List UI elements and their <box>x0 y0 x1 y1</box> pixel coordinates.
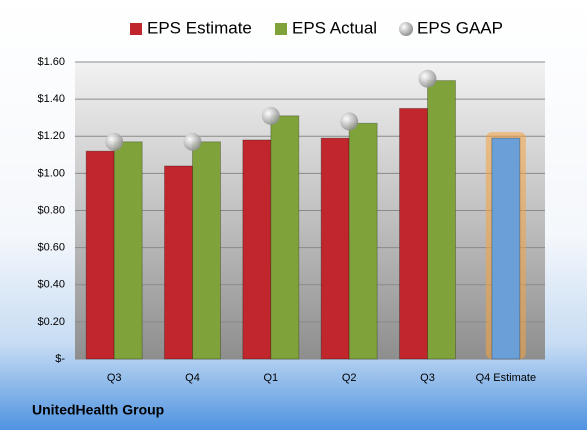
bar <box>491 137 521 360</box>
gaap-marker <box>261 106 280 125</box>
bar <box>164 165 193 360</box>
legend-label: EPS Actual <box>292 18 377 37</box>
y-tick-label: $0.20 <box>37 316 65 328</box>
y-tick-label: $- <box>55 353 65 365</box>
bar <box>348 122 378 360</box>
bar <box>320 137 350 360</box>
y-tick-label: $1.40 <box>37 93 65 105</box>
bar <box>270 115 300 360</box>
bar <box>192 141 221 360</box>
y-tick-label: $1.60 <box>37 56 65 68</box>
gaap-marker <box>183 132 202 151</box>
x-tick-label: Q3 <box>420 372 435 384</box>
bar <box>113 141 143 360</box>
footer: UnitedHealth Group <box>32 402 164 418</box>
x-tick-label: Q4 <box>185 372 200 384</box>
bar <box>399 107 428 360</box>
gaap-marker <box>418 69 437 88</box>
y-tick-label: $0.40 <box>37 279 65 291</box>
y-tick-label: $0.80 <box>37 204 65 216</box>
y-tick-label: $0.60 <box>37 242 65 254</box>
legend-label: EPS GAAP <box>417 18 503 37</box>
gaap-marker <box>105 132 124 151</box>
bar <box>427 80 456 360</box>
legend-marker <box>275 23 287 35</box>
y-tick-label: $1.20 <box>37 130 65 142</box>
x-tick-label: Q1 <box>263 372 278 384</box>
bar <box>242 139 272 360</box>
legend-marker <box>130 23 142 35</box>
x-tick-label: Q2 <box>342 372 357 384</box>
legend-marker <box>399 22 413 36</box>
x-tick-label: Q3 <box>107 372 122 384</box>
gaap-marker <box>340 112 359 131</box>
bar <box>85 150 115 360</box>
y-tick-label: $1.00 <box>37 167 65 179</box>
legend-label: EPS Estimate <box>147 18 252 37</box>
x-tick-label: Q4 Estimate <box>476 372 537 384</box>
